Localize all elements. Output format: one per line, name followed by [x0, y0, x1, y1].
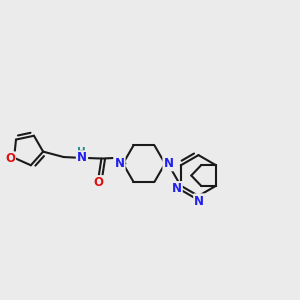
Text: N: N [164, 157, 174, 170]
Text: N: N [114, 157, 124, 170]
Text: O: O [5, 152, 15, 166]
Text: O: O [93, 176, 103, 189]
Text: H: H [77, 147, 86, 157]
Text: N: N [77, 152, 87, 164]
Text: N: N [194, 194, 204, 208]
Text: N: N [172, 182, 182, 195]
